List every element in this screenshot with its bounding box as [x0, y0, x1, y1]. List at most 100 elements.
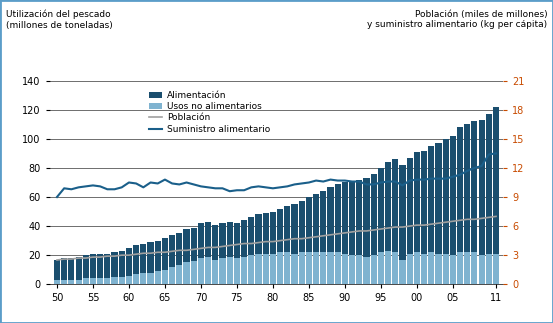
Bar	[248, 255, 254, 284]
Bar	[399, 260, 405, 284]
Bar	[119, 251, 125, 277]
Bar	[155, 241, 161, 271]
Bar	[184, 229, 190, 262]
Bar	[105, 254, 111, 278]
Bar	[69, 258, 75, 280]
Bar	[493, 107, 499, 254]
Bar	[327, 252, 333, 284]
Bar	[378, 168, 384, 252]
Bar	[54, 280, 60, 284]
Bar	[162, 270, 168, 284]
Bar	[464, 124, 470, 252]
Bar	[342, 182, 348, 254]
Bar	[126, 276, 132, 284]
Bar	[277, 209, 283, 252]
Bar	[105, 278, 111, 284]
Bar	[248, 217, 254, 255]
Bar	[428, 252, 434, 284]
Bar	[119, 277, 125, 284]
Bar	[162, 238, 168, 270]
Bar	[320, 252, 326, 284]
Bar	[140, 273, 147, 284]
Bar	[255, 254, 262, 284]
Bar	[371, 174, 377, 255]
Bar	[61, 258, 67, 280]
Bar	[69, 280, 75, 284]
Bar	[169, 235, 175, 267]
Bar	[306, 252, 312, 284]
Bar	[428, 146, 434, 252]
Bar	[385, 162, 391, 251]
Bar	[241, 256, 247, 284]
Bar	[313, 252, 319, 284]
Bar	[299, 252, 305, 284]
Bar	[220, 223, 226, 258]
Bar	[83, 255, 89, 278]
Bar	[342, 254, 348, 284]
Bar	[227, 222, 233, 256]
Bar	[191, 227, 197, 261]
Bar	[270, 212, 276, 254]
Bar	[112, 277, 118, 284]
Bar	[335, 184, 341, 252]
Bar	[277, 252, 283, 284]
Bar	[169, 267, 175, 284]
Bar	[363, 256, 369, 284]
Bar	[421, 151, 427, 254]
Bar	[220, 258, 226, 284]
Bar	[493, 254, 499, 284]
Bar	[306, 197, 312, 252]
Bar	[392, 159, 398, 252]
Bar	[313, 194, 319, 252]
Bar	[184, 262, 190, 284]
Bar	[406, 254, 413, 284]
Text: Población (miles de millones)
y suministro alimentario (kg per cápita): Población (miles de millones) y suminist…	[367, 10, 547, 29]
Bar	[349, 182, 355, 255]
Bar	[486, 114, 492, 254]
Bar	[478, 120, 484, 255]
Legend: Alimentación, Usos no alimentarios, Población, Suministro alimentario: Alimentación, Usos no alimentarios, Pobl…	[145, 87, 274, 137]
Bar	[356, 180, 362, 255]
Bar	[450, 136, 456, 255]
Bar	[263, 254, 269, 284]
Bar	[421, 254, 427, 284]
Bar	[263, 213, 269, 254]
Bar	[435, 143, 441, 254]
Bar	[234, 223, 240, 258]
Text: Utilización del pescado
(millones de toneladas): Utilización del pescado (millones de ton…	[6, 10, 112, 30]
Bar	[155, 271, 161, 284]
Bar	[414, 152, 420, 252]
Bar	[61, 280, 67, 284]
Bar	[112, 252, 118, 277]
Bar	[406, 158, 413, 254]
Bar	[486, 254, 492, 284]
Bar	[435, 254, 441, 284]
Bar	[478, 255, 484, 284]
Bar	[255, 214, 262, 254]
Bar	[450, 255, 456, 284]
Bar	[90, 254, 96, 278]
Bar	[54, 260, 60, 280]
Bar	[471, 252, 477, 284]
Bar	[284, 252, 290, 284]
Bar	[90, 278, 96, 284]
Bar	[212, 260, 218, 284]
Bar	[457, 127, 463, 252]
Bar	[97, 254, 103, 278]
Bar	[191, 261, 197, 284]
Bar	[198, 258, 204, 284]
Bar	[148, 273, 154, 284]
Bar	[442, 139, 448, 254]
Bar	[414, 252, 420, 284]
Bar	[371, 255, 377, 284]
Bar	[291, 204, 298, 254]
Bar	[464, 252, 470, 284]
Bar	[299, 202, 305, 252]
Bar	[176, 266, 182, 284]
Bar	[76, 280, 82, 284]
Bar	[198, 223, 204, 258]
Bar	[356, 255, 362, 284]
Bar	[176, 233, 182, 266]
Bar	[442, 254, 448, 284]
Bar	[392, 252, 398, 284]
